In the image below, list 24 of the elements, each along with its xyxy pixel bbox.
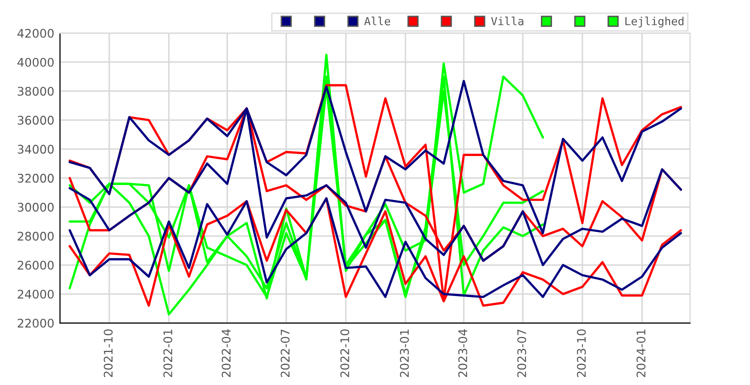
y-tick-label: 30000 — [18, 202, 54, 212]
x-tick-label: 2023-01 — [400, 330, 409, 378]
y-tick-label: 28000 — [18, 232, 54, 241]
x-tick-label: 2022-04 — [222, 329, 231, 378]
y-tick-label: 22000 — [18, 318, 54, 328]
y-tick-label: 34000 — [18, 144, 54, 154]
x-tick-label: 2022-01 — [163, 330, 172, 378]
x-tick-label: 2023-07 — [517, 330, 526, 378]
y-tick-label: 36000 — [18, 116, 54, 125]
x-tick-label: 2022-10 — [340, 329, 350, 378]
x-tick-label: 2022-07 — [280, 330, 290, 378]
y-tick-label: 24000 — [18, 290, 54, 299]
legend-label: Lejlighed — [625, 16, 684, 28]
y-tick-label: 32000 — [18, 174, 54, 183]
legend-label: Villa — [491, 16, 524, 26]
y-tick-label: 26000 — [18, 260, 54, 270]
x-tick-label: 2021-10 — [104, 329, 113, 378]
x-tick-label: 2023-04 — [458, 329, 468, 378]
legend-label: Alle — [364, 16, 390, 26]
y-tick-label: 40000 — [17, 58, 54, 67]
y-tick-label: 42000 — [17, 28, 54, 38]
y-tick-label: 38000 — [18, 86, 54, 96]
x-tick-label: 2023-10 — [576, 329, 586, 378]
x-tick-label: 2024-01 — [636, 330, 646, 378]
